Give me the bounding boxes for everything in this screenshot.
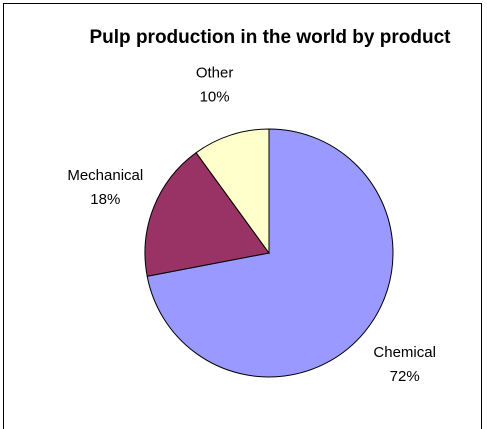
- slice-value-label: 10%: [200, 89, 230, 106]
- slice-value-label: 18%: [90, 191, 120, 208]
- pie-slice: [146, 128, 394, 378]
- pie-slice: [195, 128, 270, 255]
- chart-title: Pulp production in the world by product: [89, 27, 451, 48]
- slice-label: Other: [196, 65, 234, 82]
- slice-value-label: 72%: [390, 368, 420, 385]
- pie-slice: [144, 151, 270, 277]
- slice-label: Mechanical: [67, 167, 143, 184]
- slice-label: Chemical: [373, 344, 436, 361]
